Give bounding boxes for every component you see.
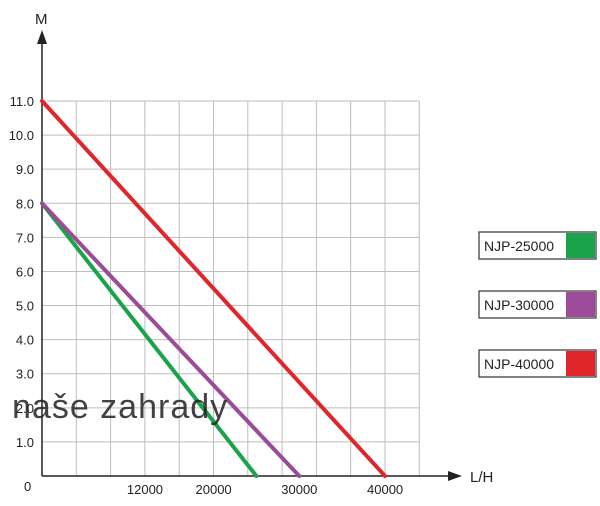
y-tick-labels: 1.0 2.0 3.0 4.0 5.0 6.0 7.0 8.0 9.0 10.0 11.0 <box>9 94 34 450</box>
y-tick-label: 6.0 <box>16 264 34 279</box>
x-tick-labels: 12000 20000 30000 40000 <box>127 482 403 497</box>
series-line-njp-40000 <box>40 99 387 478</box>
y-tick-label: 5.0 <box>16 299 34 314</box>
legend-item: NJP-40000 <box>478 349 597 378</box>
legend: NJP-25000 NJP-30000 NJP-40000 <box>478 231 597 378</box>
y-tick-label: 11.0 <box>10 94 34 109</box>
y-tick-label: 3.0 <box>16 367 34 382</box>
legend-swatch <box>566 292 595 317</box>
series-lines <box>40 99 387 478</box>
y-tick-label: 10.0 <box>9 128 34 143</box>
y-tick-label: 2.0 <box>16 401 34 416</box>
series-line-njp-30000 <box>40 201 302 478</box>
legend-swatch <box>566 233 595 258</box>
x-tick-label: 20000 <box>196 482 232 497</box>
y-tick-label: 1.0 <box>16 435 34 450</box>
legend-swatch <box>566 351 595 376</box>
legend-label: NJP-30000 <box>484 297 554 313</box>
origin-label: 0 <box>24 479 31 494</box>
y-tick-label: 4.0 <box>16 333 34 348</box>
grid <box>42 100 420 476</box>
y-axis-arrow <box>37 30 47 44</box>
x-tick-label: 12000 <box>127 482 163 497</box>
x-tick-label: 30000 <box>281 482 317 497</box>
watermark-text: naše zahrady <box>12 388 228 426</box>
y-tick-label: 9.0 <box>16 162 34 177</box>
y-axis-title: M <box>35 11 48 28</box>
legend-item: NJP-25000 <box>478 231 597 260</box>
legend-item: NJP-30000 <box>478 290 597 319</box>
legend-label: NJP-25000 <box>484 238 554 254</box>
y-tick-label: 8.0 <box>16 196 34 211</box>
series-line-njp-25000 <box>40 201 259 478</box>
y-tick-label: 7.0 <box>16 230 34 245</box>
x-tick-label: 40000 <box>367 482 403 497</box>
legend-label: NJP-40000 <box>484 356 554 372</box>
x-axis-arrow <box>448 471 462 481</box>
x-axis-title: L/H <box>470 469 493 486</box>
